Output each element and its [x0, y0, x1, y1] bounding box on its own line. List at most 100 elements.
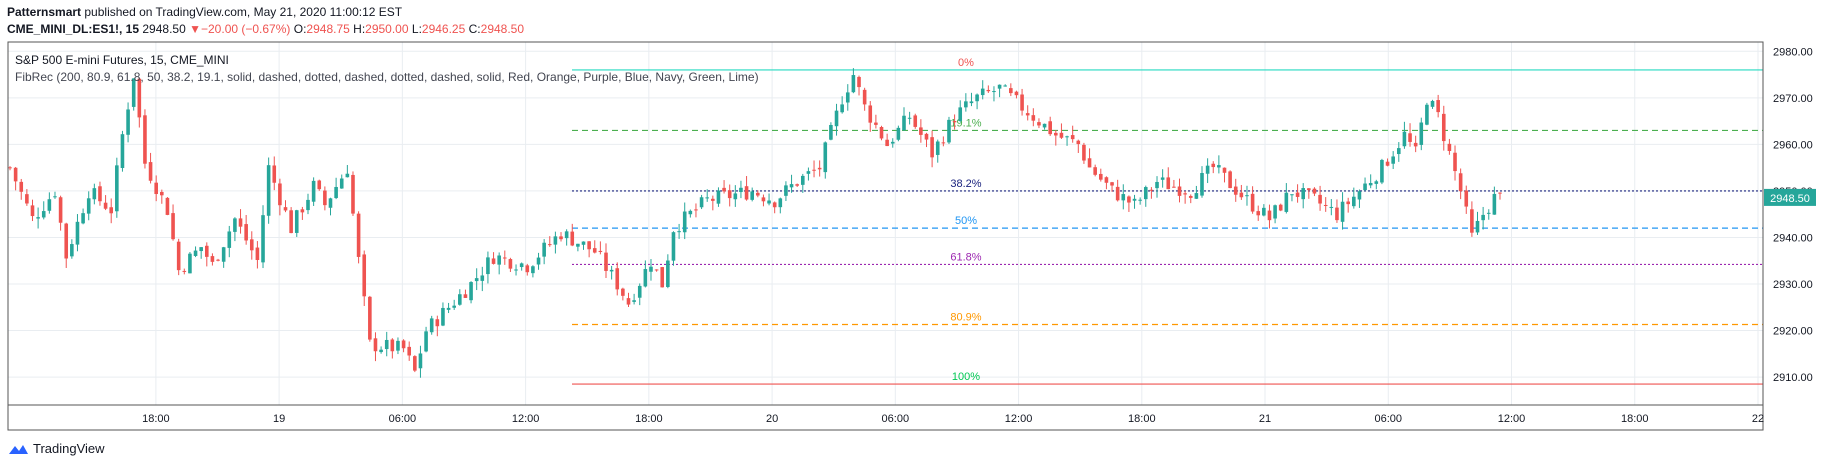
candle-body [857, 76, 861, 88]
tradingview-cloud-icon [9, 444, 28, 454]
candle-body [441, 307, 445, 326]
candle-body [351, 174, 355, 214]
candle-body [1250, 193, 1255, 212]
candle-body [907, 117, 912, 119]
time-tick-label: 12:00 [1498, 413, 1526, 425]
candle-body [216, 259, 220, 261]
candle-body [587, 241, 591, 250]
candle-body [1160, 177, 1165, 180]
candle-body [592, 248, 597, 253]
candle-body [103, 202, 108, 209]
time-tick-label: 18:00 [1621, 413, 1649, 425]
candle-body [519, 263, 524, 268]
open-value: 2948.75 [306, 22, 350, 36]
candle-body [176, 241, 181, 271]
candle-body [980, 88, 985, 96]
candle-body [711, 198, 715, 201]
candle-body [1042, 123, 1047, 128]
candle-body [890, 141, 895, 144]
candle-body [1031, 115, 1036, 121]
candle-body [1352, 196, 1356, 207]
candle-body [935, 141, 940, 155]
candle-body [952, 121, 957, 123]
candle-body [958, 107, 963, 122]
candle-body [868, 105, 873, 123]
candle-body [896, 127, 901, 140]
candle-body [778, 198, 783, 208]
candle-body [1475, 220, 1480, 233]
publisher-name[interactable]: Patternsmart [7, 5, 82, 19]
candle-body [13, 167, 18, 182]
price-tick-label: 2940.00 [1773, 232, 1813, 244]
candle-body [1070, 135, 1075, 140]
candle-body [531, 266, 535, 274]
candle-body [829, 124, 833, 140]
candle-body [885, 139, 889, 147]
tradingview-logo[interactable]: TradingView [7, 441, 105, 456]
candle-body [654, 269, 659, 271]
candle-body [233, 218, 237, 232]
time-axis: 18:00 19 06:00 12:00 18:00 20 06:00 12:00 18:00 2… [142, 413, 1764, 425]
candle-body [165, 197, 170, 215]
candle-body [227, 231, 232, 248]
time-tick-label: 06:00 [882, 413, 910, 425]
candle-body [975, 94, 979, 102]
candle-body [41, 211, 46, 218]
candle-body [25, 194, 29, 204]
candle-body [249, 239, 254, 251]
candle-body [621, 288, 625, 296]
candle-body [626, 298, 631, 305]
candle-body [1014, 91, 1019, 96]
chart-legend-title: S&P 500 E-mini Futures, 15, CME_MINI [15, 53, 229, 67]
candle-body [1374, 181, 1379, 184]
time-tick-label: 18:00 [1128, 413, 1156, 425]
candle-body [924, 133, 929, 140]
candle-body [1430, 100, 1435, 107]
candle-body [160, 191, 164, 196]
candle-body [739, 187, 743, 193]
candle-body [334, 186, 338, 199]
candle-body [19, 181, 24, 192]
candle-body [1340, 201, 1345, 222]
time-tick-label: 06:00 [1375, 413, 1403, 425]
candle-body [879, 126, 884, 139]
candle-body [1121, 194, 1126, 201]
candle-body [553, 236, 558, 245]
candle-body [772, 202, 777, 208]
time-tick-label: 18:00 [142, 413, 170, 425]
candle-body [1256, 211, 1261, 216]
fib-label: 19.1% [950, 117, 981, 129]
fib-label: 100% [952, 371, 980, 383]
low-value: 2946.25 [421, 22, 466, 36]
candle-body [615, 268, 620, 290]
candle-body [969, 101, 974, 104]
candle-body [362, 254, 367, 297]
candle-body [694, 209, 698, 211]
candle-body [1217, 165, 1221, 168]
price-tick-label: 2980.00 [1773, 46, 1813, 58]
price-change: −20.00 (−0.67%) [201, 22, 291, 36]
price-tick-label: 2910.00 [1773, 372, 1813, 384]
fib-label: 38.2% [950, 178, 981, 190]
candle-body [70, 244, 74, 257]
candle-body [1307, 188, 1311, 191]
candle-body [1098, 173, 1103, 180]
candle-body [576, 243, 580, 247]
candle-body [435, 319, 440, 327]
price-tick-label: 2920.00 [1773, 326, 1813, 338]
low-label: L: [411, 22, 422, 36]
candle-body [75, 221, 80, 245]
candle-body [964, 101, 968, 108]
candle-body [1453, 152, 1457, 172]
candle-body [1149, 189, 1154, 191]
candle-body [1177, 186, 1182, 196]
candle-body [30, 205, 35, 217]
brand-name: TradingView [33, 441, 105, 456]
fib-label: 0% [958, 57, 974, 69]
candle-body [64, 223, 69, 259]
candle-body [1003, 85, 1008, 87]
candle-body [800, 175, 805, 185]
candle-body [497, 255, 501, 265]
candle-body [58, 197, 63, 223]
